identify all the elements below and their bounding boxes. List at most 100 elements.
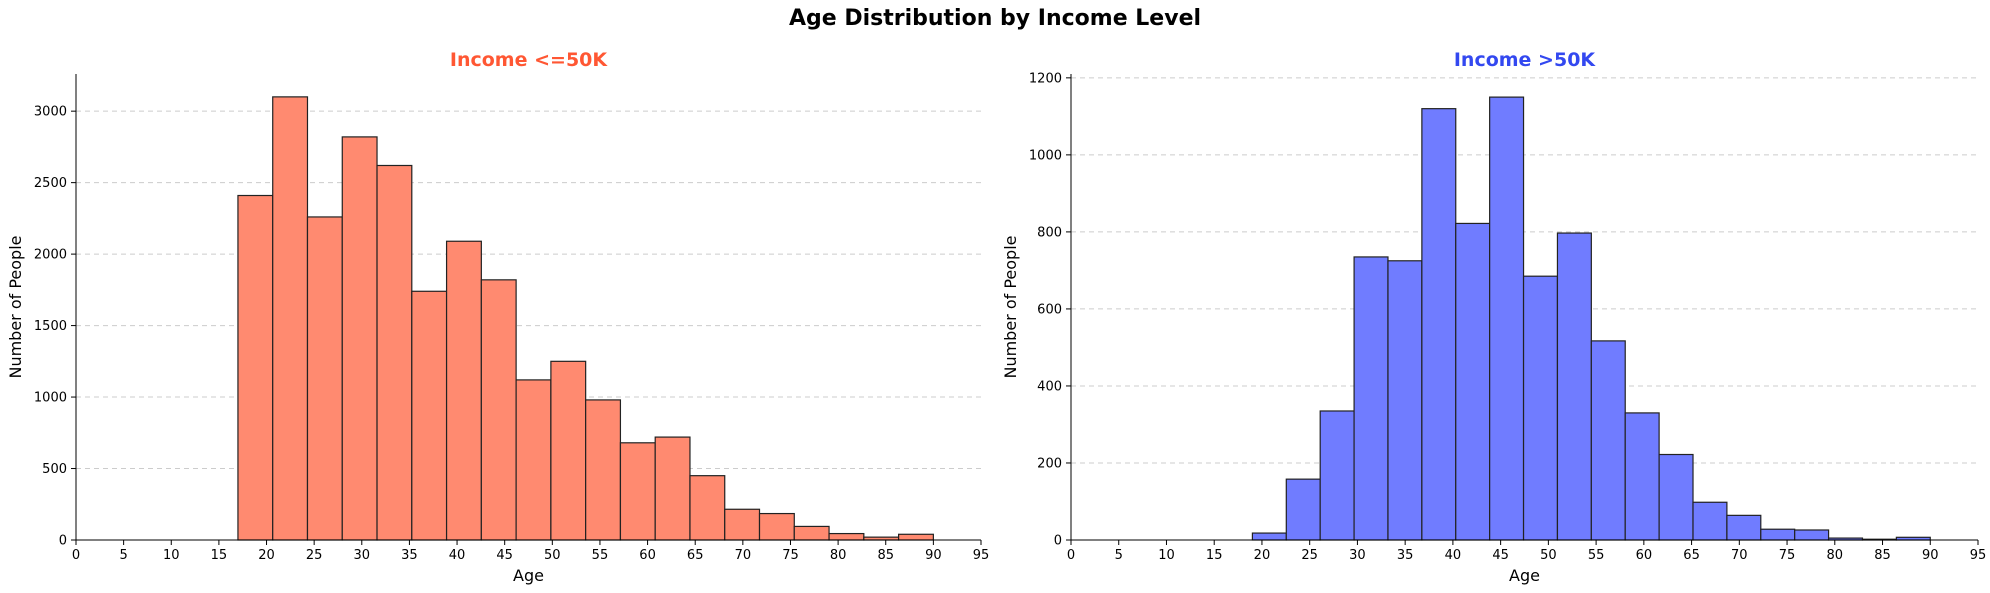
chart-title: Income >50K: [1454, 49, 1597, 71]
x-tick-label: 15: [1206, 548, 1223, 563]
histogram-bar: [272, 96, 309, 541]
x-axis-label: Age: [1509, 566, 1540, 585]
x-tick-label: 55: [592, 548, 609, 563]
histogram-bar: [1692, 501, 1728, 541]
x-tick-label: 85: [877, 548, 894, 563]
x-tick-label: 0: [72, 548, 80, 563]
x-tick-label: 75: [782, 548, 799, 563]
x-tick-label: 45: [1492, 548, 1509, 563]
x-tick-label: 65: [687, 548, 704, 563]
x-tick-label: 35: [401, 548, 418, 563]
y-tick-label: 200: [1037, 456, 1062, 471]
x-tick-label: 20: [258, 548, 275, 563]
x-tick-label: 65: [1683, 548, 1700, 563]
x-tick-label: 0: [1067, 548, 1075, 563]
x-tick-label: 40: [449, 548, 466, 563]
y-tick-label: 0: [59, 534, 67, 549]
x-tick-label: 70: [1731, 548, 1748, 563]
x-tick-label: 30: [1349, 548, 1366, 563]
histogram-bar: [1285, 478, 1321, 541]
y-tick-label: 600: [1037, 302, 1062, 317]
histogram-bar: [306, 216, 343, 541]
y-tick-label: 1200: [1029, 71, 1062, 86]
y-tick-label: 1000: [1029, 148, 1062, 163]
histogram-bar: [411, 290, 448, 541]
y-axis-label: Number of People: [1001, 235, 1020, 378]
histogram-bar: [1658, 453, 1694, 541]
x-tick-label: 50: [544, 548, 561, 563]
x-tick-label: 5: [1115, 548, 1123, 563]
x-tick-label: 30: [354, 548, 371, 563]
histogram-bar: [1590, 340, 1626, 541]
y-tick-label: 400: [1037, 379, 1062, 394]
histogram-bar: [828, 532, 865, 541]
x-tick-label: 60: [1636, 548, 1653, 563]
x-tick-label: 35: [1397, 548, 1414, 563]
x-tick-label: 25: [306, 548, 323, 563]
x-tick-label: 40: [1445, 548, 1462, 563]
histogram-bar: [341, 136, 378, 541]
histogram-bar: [1421, 108, 1457, 541]
x-tick-label: 50: [1540, 548, 1557, 563]
histogram-bar: [793, 525, 830, 541]
y-tick-label: 500: [42, 462, 67, 477]
histogram-bar: [1319, 410, 1355, 541]
x-tick-label: 75: [1779, 548, 1796, 563]
x-tick-label: 90: [1922, 548, 1939, 563]
histogram-bar: [689, 475, 726, 541]
histogram-bar: [1794, 529, 1830, 541]
histogram-bar: [515, 379, 552, 541]
chart-panel-1: 0 5 10 15 20 25 30 35 40 45 50 55 60 65 70 75 80 85 90 95 0 5…: [6, 49, 989, 585]
x-tick-label: 95: [973, 548, 990, 563]
x-tick-label: 70: [735, 548, 752, 563]
histogram-bar: [480, 279, 517, 541]
histogram-bar: [237, 194, 274, 541]
x-tick-label: 20: [1254, 548, 1271, 563]
histogram-bar: [1522, 275, 1559, 541]
x-tick-label: 10: [1158, 548, 1175, 563]
y-tick-label: 800: [1037, 225, 1062, 240]
figure-title: Age Distribution by Income Level: [788, 6, 1202, 31]
x-tick-label: 55: [1588, 548, 1605, 563]
x-tick-label: 10: [163, 548, 180, 563]
x-tick-label: 80: [830, 548, 847, 563]
x-axis-label: Age: [513, 566, 544, 585]
histogram-bar: [1489, 96, 1525, 541]
x-tick-label: 60: [639, 548, 656, 563]
chart-panel-2: 0 5 10 15 20 25 30 35 40 45 50 55 60 65 70 75 80 85 90 95 0 2…: [1001, 49, 1986, 585]
y-tick-label: 2000: [34, 248, 67, 263]
histogram-bar: [724, 508, 761, 541]
x-tick-label: 90: [925, 548, 942, 563]
histogram-bar: [897, 533, 934, 541]
histogram-bar: [1251, 532, 1287, 541]
x-tick-label: 15: [211, 548, 228, 563]
histogram-bar: [550, 360, 587, 541]
histogram-bar: [1455, 222, 1491, 541]
histogram-bar: [1726, 514, 1762, 541]
histogram-bar: [376, 164, 413, 541]
histogram-bar: [1556, 232, 1592, 541]
x-tick-label: 80: [1827, 548, 1844, 563]
y-tick-label: 1000: [34, 391, 67, 406]
histogram-bar: [1624, 412, 1660, 541]
histogram-bar: [445, 240, 482, 541]
y-tick-label: 1500: [34, 319, 67, 334]
y-axis-label: Number of People: [6, 235, 25, 378]
y-tick-label: 3000: [34, 105, 67, 120]
x-tick-label: 85: [1874, 548, 1891, 563]
histogram-bar: [619, 442, 656, 541]
x-tick-label: 5: [119, 548, 127, 563]
x-tick-label: 45: [496, 548, 513, 563]
histogram-bar: [1387, 260, 1423, 541]
chart-title: Income <=50K: [450, 49, 608, 71]
y-tick-label: 2500: [34, 176, 67, 191]
histogram-bar: [758, 512, 795, 541]
x-tick-label: 25: [1301, 548, 1318, 563]
histogram-bar: [1760, 528, 1796, 541]
histogram-bar: [585, 399, 622, 541]
histogram-bar: [654, 436, 691, 541]
x-tick-label: 95: [1970, 548, 1987, 563]
y-tick-label: 0: [1054, 534, 1062, 549]
histogram-bar: [1353, 256, 1389, 541]
